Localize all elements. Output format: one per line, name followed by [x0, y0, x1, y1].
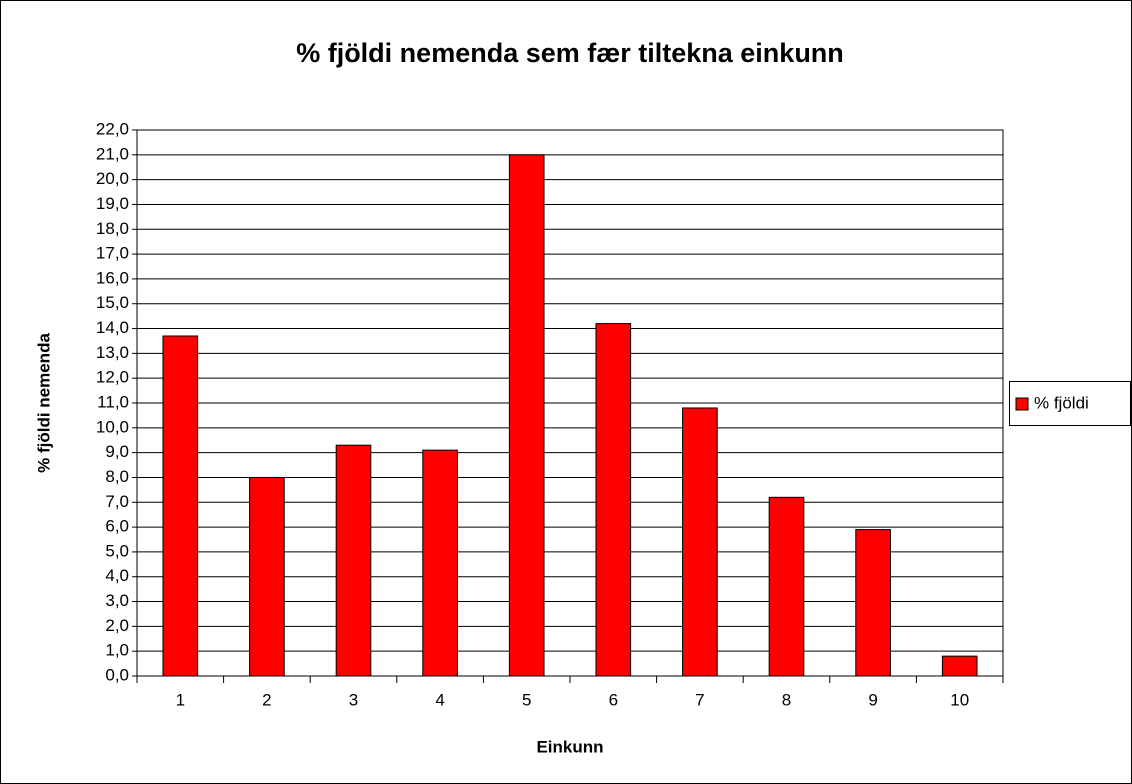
bar — [595, 323, 632, 677]
bar — [508, 154, 545, 677]
x-tick-label: 10 — [950, 690, 969, 709]
bar — [682, 407, 718, 677]
y-tick-label: 10,0 — [96, 417, 129, 436]
x-tick-label: 5 — [522, 690, 531, 709]
y-tick-label: 21,0 — [96, 144, 129, 163]
bar — [855, 529, 891, 677]
y-tick-label: 4,0 — [105, 566, 129, 585]
x-tick-label: 4 — [435, 690, 444, 709]
bar — [335, 444, 372, 677]
x-tick-label: 1 — [176, 690, 185, 709]
y-tick-label: 5,0 — [105, 541, 129, 560]
y-tick-label: 0,0 — [105, 665, 129, 684]
y-tick-label: 17,0 — [96, 244, 129, 263]
y-tick-label: 9,0 — [105, 442, 129, 461]
y-tick-label: 15,0 — [96, 293, 129, 312]
y-axis-label: % fjöldi nemenda — [34, 333, 53, 473]
y-tick-label: 2,0 — [105, 616, 129, 635]
y-tick-label: 20,0 — [96, 169, 129, 188]
y-tick-label: 12,0 — [96, 368, 129, 387]
y-tick-label: 8,0 — [105, 467, 129, 486]
y-tick-label: 16,0 — [96, 268, 129, 287]
y-tick-label: 22,0 — [96, 119, 129, 138]
bar — [768, 496, 805, 677]
chart-title: % fjöldi nemenda sem fær tiltekna einkun… — [296, 38, 844, 68]
x-tick-label: 2 — [262, 690, 271, 709]
x-tick-label: 9 — [868, 690, 877, 709]
y-tick-label: 13,0 — [96, 343, 129, 362]
y-tick-label: 18,0 — [96, 219, 129, 238]
y-tick-label: 1,0 — [105, 641, 129, 660]
y-tick-label: 14,0 — [96, 318, 129, 337]
legend-label: % fjöldi — [1034, 393, 1089, 412]
x-tick-label: 3 — [349, 690, 358, 709]
x-tick-label: 8 — [782, 690, 791, 709]
x-tick-label: 6 — [609, 690, 618, 709]
bar — [249, 476, 285, 677]
bar — [162, 335, 199, 677]
legend — [1009, 381, 1131, 426]
legend-marker — [1015, 397, 1029, 411]
y-tick-label: 11,0 — [97, 392, 129, 411]
legend-box — [1009, 381, 1131, 426]
y-tick-label: 19,0 — [96, 194, 129, 213]
x-tick-label: 7 — [695, 690, 704, 709]
x-axis-label: Einkunn — [536, 737, 603, 756]
y-tick-label: 6,0 — [105, 517, 129, 536]
y-tick-label: 3,0 — [105, 591, 129, 610]
bar — [422, 449, 458, 677]
y-tick-label: 7,0 — [105, 492, 129, 511]
bar — [941, 655, 978, 677]
